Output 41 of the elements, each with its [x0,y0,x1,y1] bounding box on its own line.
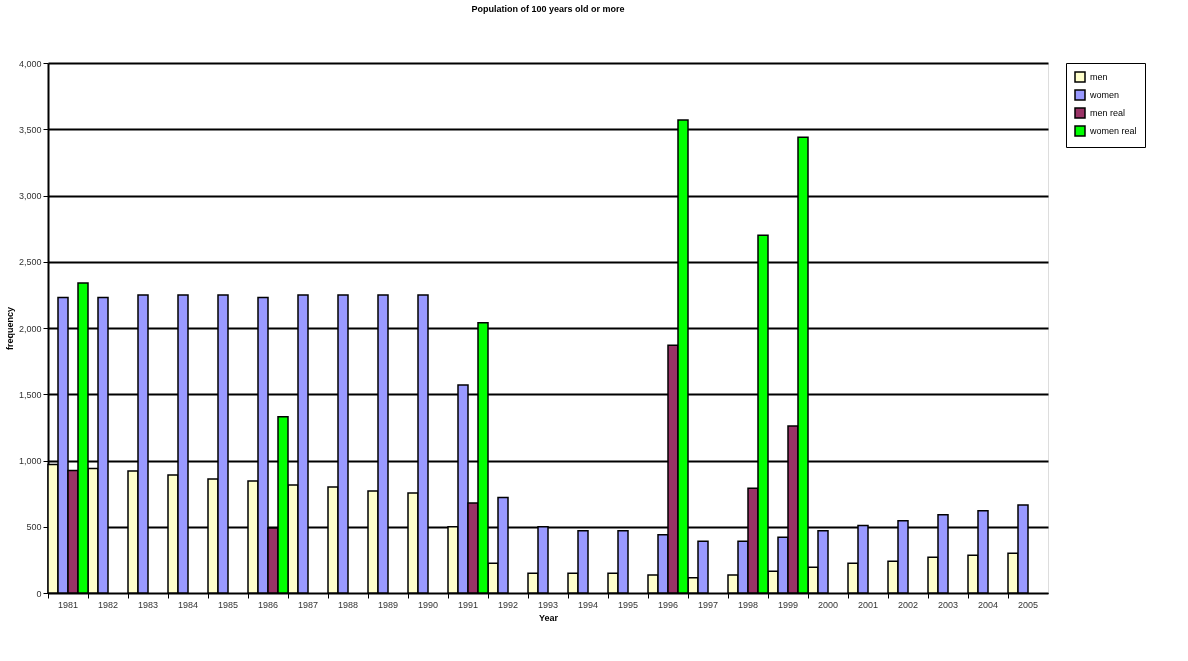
legend-label: women [1089,90,1120,100]
y-tick-label: 1,500 [18,389,42,400]
x-tick-label: 1990 [417,599,439,610]
x-tick-label: 1987 [297,599,319,610]
x-tick-label: 1988 [337,599,359,610]
x-tick-label: 1996 [657,599,679,610]
x-tick-label: 1984 [177,599,199,610]
x-tick-label: 1997 [697,599,719,610]
x-tick-label: 1993 [537,599,559,610]
y-tick-label: 3,500 [18,124,42,135]
x-tick-label: 1999 [777,599,799,610]
x-tick-label: 1992 [497,599,519,610]
x-tick-label: 1994 [577,599,599,610]
x-tick-label: 1998 [737,599,759,610]
x-tick-label: 2003 [937,599,959,610]
x-tick-label: 2004 [977,599,999,610]
legend-label: men real [1090,108,1126,118]
x-tick-label: 1982 [97,599,119,610]
x-tick-label: 1989 [377,599,399,610]
y-tick-label: 4,000 [18,58,42,69]
x-tick-label: 2002 [897,599,919,610]
x-tick-label: 1981 [57,599,79,610]
x-tick-label: 1991 [457,599,479,610]
legend-label: women real [1089,126,1137,136]
x-tick-label: 1986 [257,599,279,610]
x-tick-label: 2001 [857,599,879,610]
y-tick-label: 1,000 [18,456,42,466]
x-axis-title: Year [538,612,559,623]
x-tick-label: 1985 [217,599,239,610]
y-tick-label: 500 [26,522,42,533]
x-tick-label: 2000 [817,599,839,610]
legend-label: men [1090,72,1108,82]
y-tick-label: 3,000 [18,191,42,201]
y-axis-title: frequency [4,306,15,351]
x-tick-label: 2005 [1017,599,1039,610]
y-tick-label: 2,500 [18,257,42,268]
y-tick-label: 2,000 [18,323,42,334]
chart-title: Population of 100 years old or more [471,4,625,14]
y-tick-label: 0 [36,588,42,599]
x-tick-label: 1983 [137,599,159,610]
x-tick-label: 1995 [617,599,639,610]
